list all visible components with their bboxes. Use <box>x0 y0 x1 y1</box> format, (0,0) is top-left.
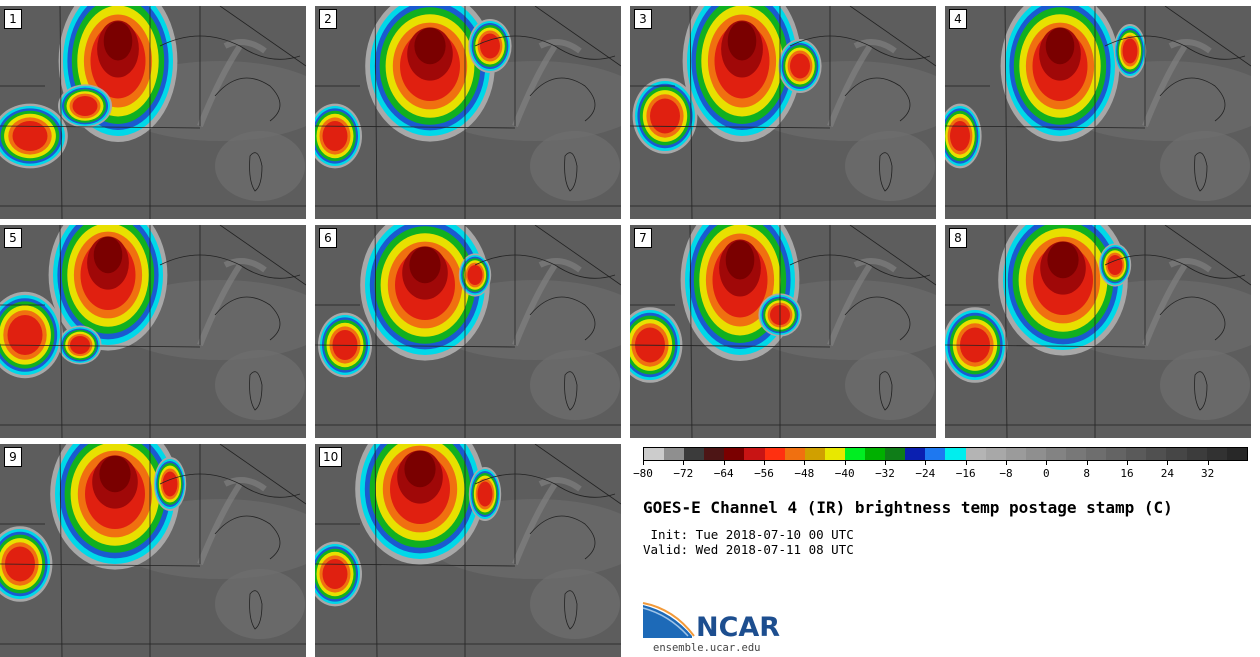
colorbar-swatch <box>1126 448 1147 460</box>
map-image <box>315 6 621 219</box>
colorbar-swatch <box>1186 448 1207 460</box>
panel-number: 6 <box>319 228 337 248</box>
colorbar-swatch <box>1086 448 1107 460</box>
colorbar-tick-label: 16 <box>1120 467 1134 480</box>
colorbar-swatch <box>885 448 906 460</box>
colorbar-swatch <box>824 448 845 460</box>
map-panel: 4 <box>945 6 1251 219</box>
colorbar-swatch <box>1146 448 1167 460</box>
colorbar-swatch <box>865 448 886 460</box>
map-panel: 8 <box>945 225 1251 438</box>
colorbar-tick <box>764 461 765 465</box>
colorbar-tick <box>885 461 886 465</box>
colorbar-swatch <box>644 448 665 460</box>
colorbar-swatch <box>965 448 986 460</box>
colorbar-tick-label: 8 <box>1083 467 1090 480</box>
colorbar-swatch <box>764 448 785 460</box>
figure-title: GOES-E Channel 4 (IR) brightness temp po… <box>643 498 1173 517</box>
colorbar-swatch <box>664 448 685 460</box>
map-panel: 5 <box>0 225 306 438</box>
colorbar-tick-label: 24 <box>1160 467 1174 480</box>
panel-number: 3 <box>634 9 652 29</box>
colorbar-tick <box>683 461 685 465</box>
colorbar-swatch <box>925 448 946 460</box>
colorbar-tick <box>1046 461 1048 465</box>
map-image <box>945 6 1251 219</box>
map-panel: 1 <box>0 6 306 219</box>
map-image <box>315 444 621 657</box>
map-panel: 10 <box>315 444 621 657</box>
colorbar-tick-label: −56 <box>754 467 774 480</box>
colorbar-tick <box>844 461 846 465</box>
map-image <box>0 225 306 438</box>
panel-number: 2 <box>319 9 337 29</box>
colorbar-swatch <box>1045 448 1066 460</box>
colorbar-swatch <box>684 448 705 460</box>
map-image <box>945 225 1251 438</box>
colorbar-swatch <box>744 448 765 460</box>
map-panel: 7 <box>630 225 936 438</box>
colorbar-tick-label: −48 <box>794 467 815 480</box>
map-image <box>630 225 936 438</box>
colorbar-tick-label: 0 <box>1043 467 1050 480</box>
map-image <box>0 6 306 219</box>
colorbar <box>643 447 1248 461</box>
map-image <box>0 444 306 657</box>
colorbar-swatch <box>1166 448 1187 460</box>
map-image <box>630 6 936 219</box>
colorbar-tick <box>1167 461 1169 465</box>
colorbar-tick-label: −24 <box>915 467 936 480</box>
colorbar-tick <box>1207 461 1209 465</box>
colorbar-tick-label: −80 <box>633 467 653 480</box>
colorbar-swatch <box>1025 448 1046 460</box>
map-panel: 9 <box>0 444 306 657</box>
map-panel: 6 <box>315 225 621 438</box>
map-image <box>315 225 621 438</box>
colorbar-swatch <box>844 448 866 460</box>
colorbar-tick-label: −16 <box>955 467 976 480</box>
colorbar-tick <box>723 461 725 465</box>
colorbar-tick <box>1006 461 1007 465</box>
colorbar-tick-label: 32 <box>1201 467 1215 480</box>
panel-number: 10 <box>319 447 343 467</box>
colorbar-swatch <box>1005 448 1026 460</box>
colorbar-tick <box>965 461 967 465</box>
panel-number: 5 <box>4 228 22 248</box>
colorbar-tick <box>1127 461 1128 465</box>
logo-name: NCAR <box>696 612 781 643</box>
colorbar-ticks: −80 −72 −64 −56 −48 −40 −32 −24 −16 −8 0 8 16 24 32 <box>633 461 1248 485</box>
init-time: Init: Tue 2018-07-10 00 UTC <box>643 527 854 542</box>
map-panel: 3 <box>630 6 936 219</box>
logo-url: ensemble.ucar.edu <box>653 642 761 654</box>
colorbar-swatch <box>945 448 966 460</box>
colorbar-tick-label: −72 <box>673 467 694 480</box>
colorbar-tick <box>804 461 806 465</box>
panel-number: 4 <box>949 9 967 29</box>
colorbar-tick-label: −64 <box>713 467 734 480</box>
colorbar-swatch <box>804 448 825 460</box>
panel-number: 1 <box>4 9 22 29</box>
colorbar-swatch <box>704 448 725 460</box>
colorbar-tick-label: −40 <box>834 467 855 480</box>
map-panel: 2 <box>315 6 621 219</box>
colorbar-swatch <box>985 448 1006 460</box>
colorbar-swatch <box>724 448 745 460</box>
ncar-logo-icon <box>642 602 695 638</box>
colorbar-swatch <box>1226 448 1247 460</box>
colorbar-tick <box>643 461 644 465</box>
panel-number: 7 <box>634 228 652 248</box>
panel-number: 9 <box>4 447 22 467</box>
colorbar-tick-label: −32 <box>875 467 895 480</box>
panel-number: 8 <box>949 228 967 248</box>
colorbar-swatch <box>1206 448 1227 460</box>
valid-time: Valid: Wed 2018-07-11 08 UTC <box>643 542 854 557</box>
colorbar-swatch <box>905 448 926 460</box>
colorbar-swatch <box>1065 448 1087 460</box>
colorbar-tick-label: −8 <box>999 467 1013 480</box>
colorbar-swatch <box>1106 448 1127 460</box>
colorbar-tick <box>1086 461 1088 465</box>
colorbar-tick <box>925 461 927 465</box>
colorbar-swatch <box>784 448 805 460</box>
